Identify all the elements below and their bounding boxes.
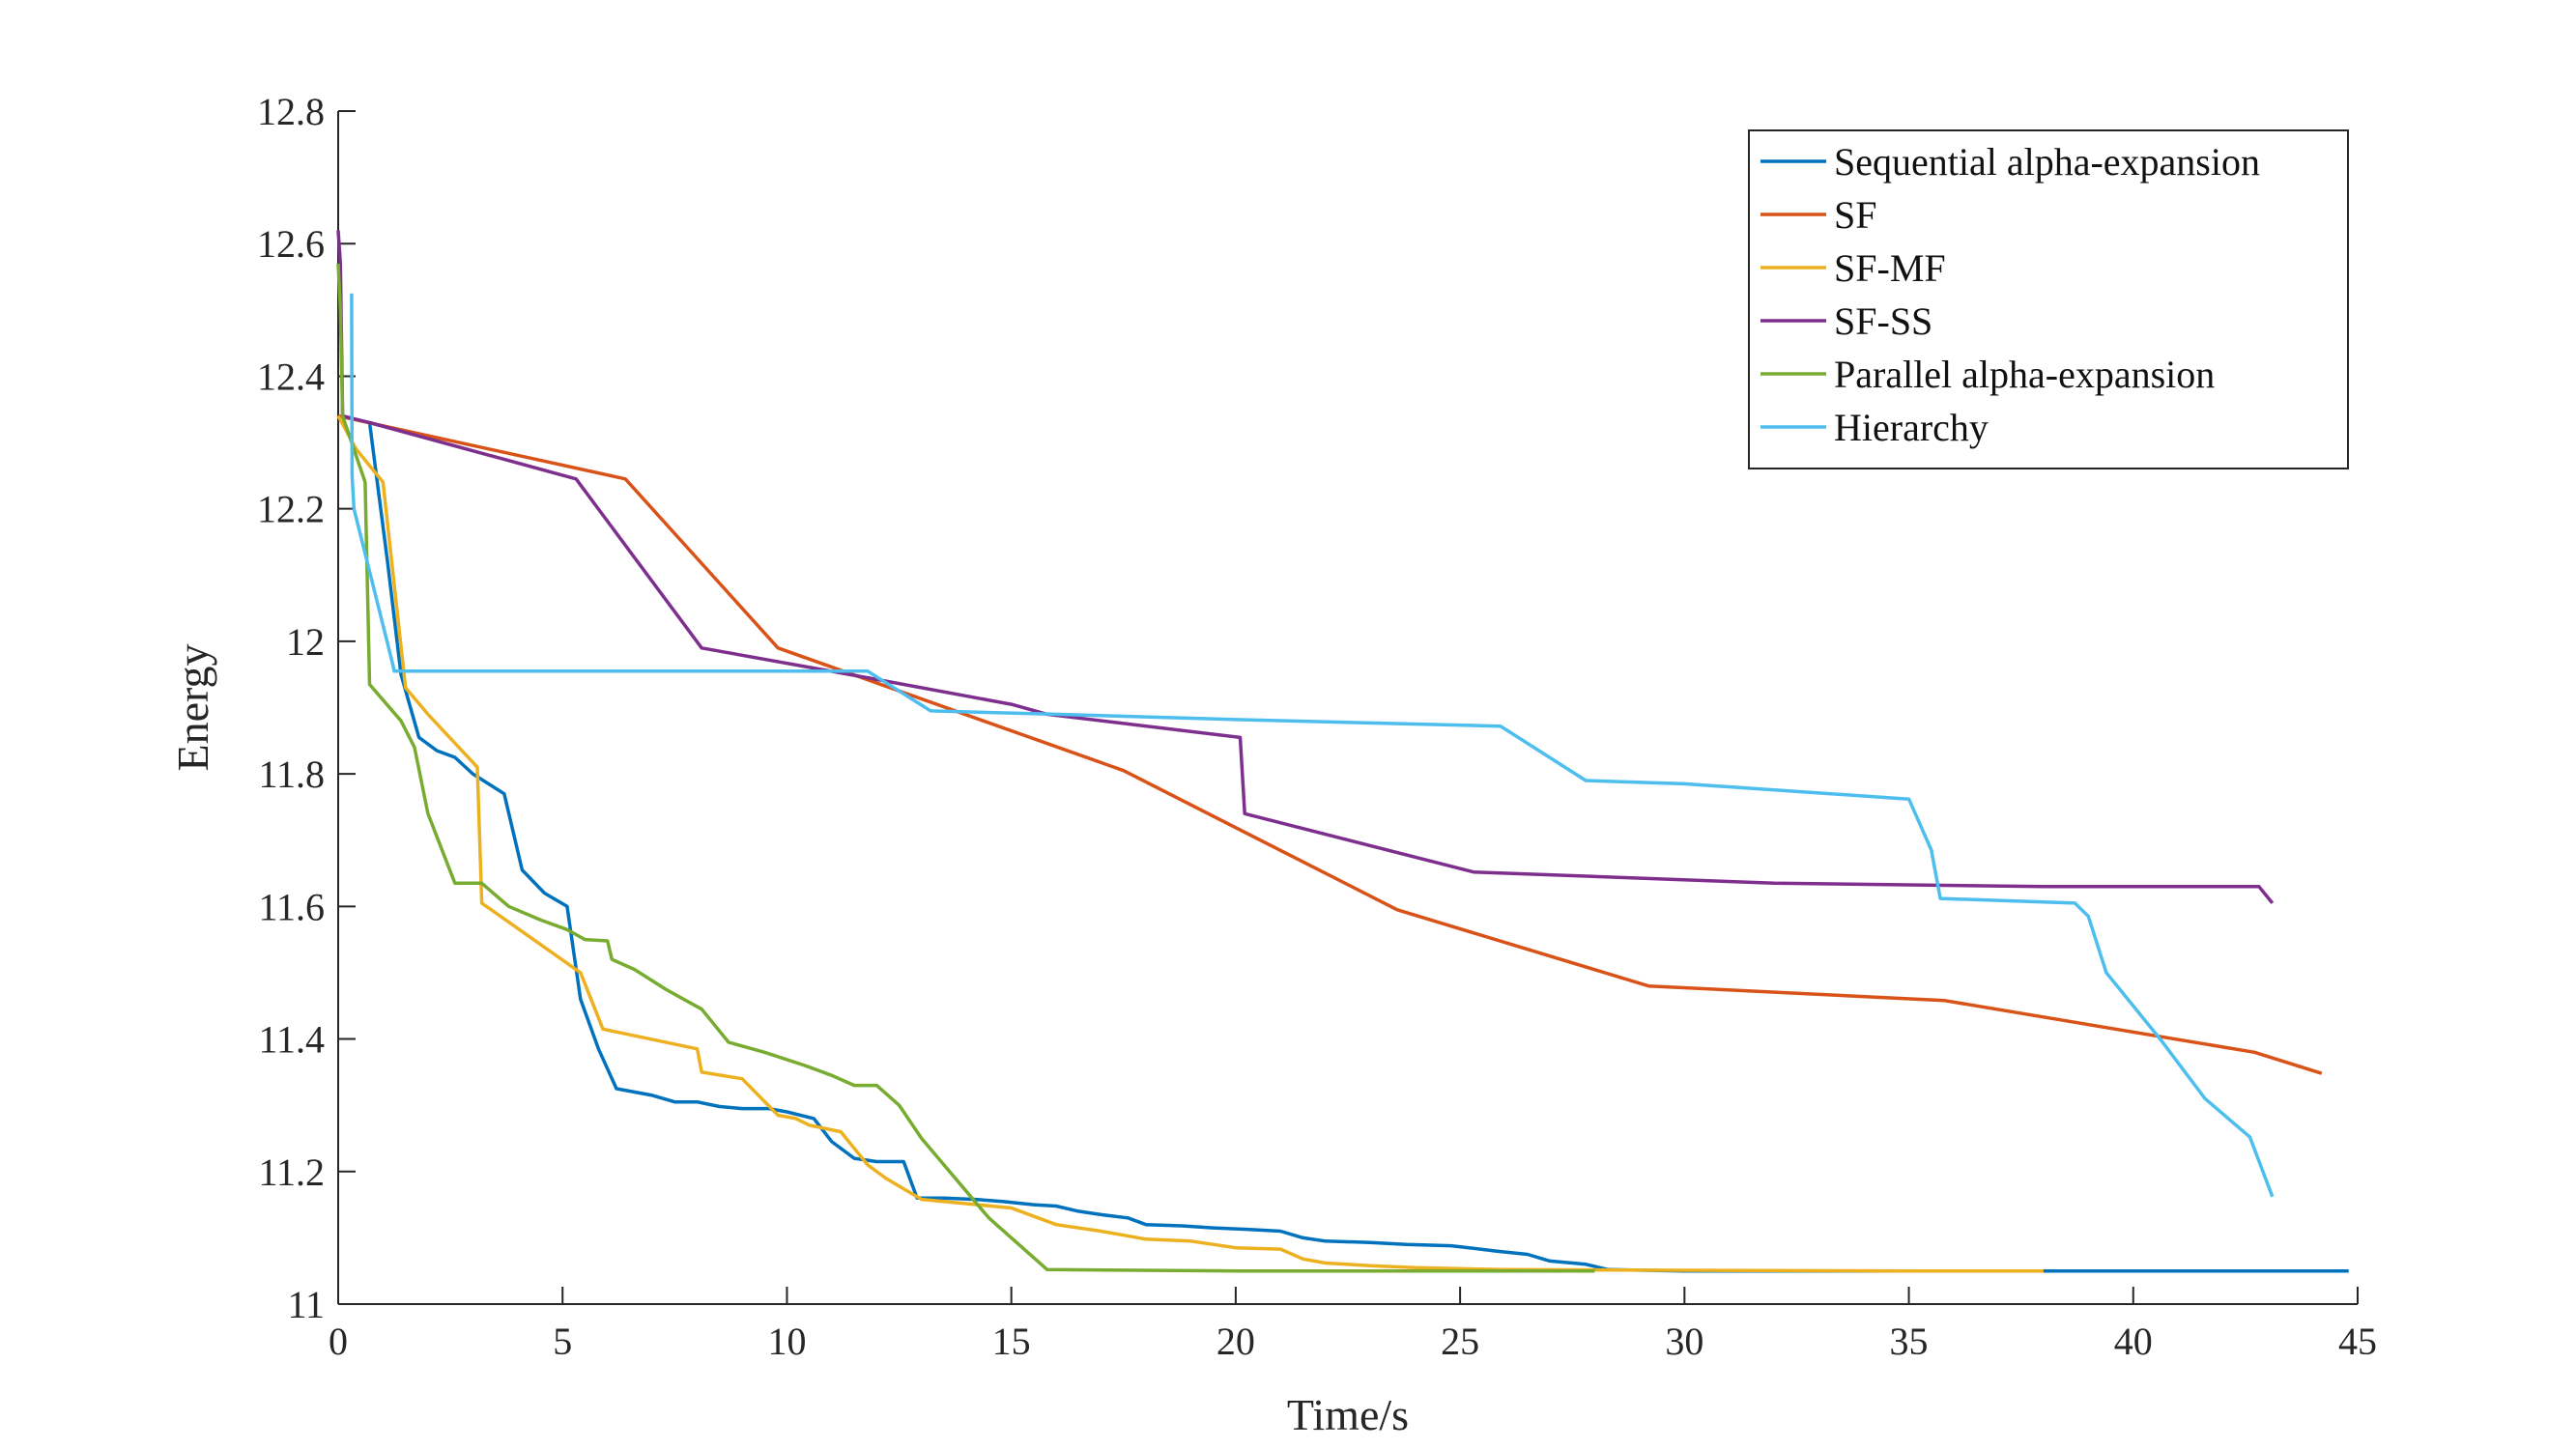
legend-entry: Hierarchy xyxy=(1834,406,1989,449)
y-tick-label: 12.4 xyxy=(257,355,325,398)
legend-entry: SF-SS xyxy=(1834,299,1932,343)
y-tick-label: 12.8 xyxy=(257,90,325,133)
x-tick-label: 5 xyxy=(553,1320,572,1363)
series-line-sf xyxy=(337,413,2323,1075)
y-tick-label: 11.6 xyxy=(258,885,325,928)
legend-entry: SF-MF xyxy=(1834,246,1946,290)
x-tick-label: 35 xyxy=(1890,1320,1929,1363)
series-layer xyxy=(336,230,2349,1273)
series-line-hierarchy xyxy=(350,293,2275,1198)
y-tick-label: 12.2 xyxy=(257,488,325,531)
legend-entry: Sequential alpha-expansion xyxy=(1834,140,2260,184)
y-tick-label: 11.4 xyxy=(258,1018,325,1062)
legend-entry: SF xyxy=(1834,193,1877,237)
y-tick-label: 12.6 xyxy=(257,222,325,266)
x-tick-label: 10 xyxy=(767,1320,806,1363)
x-tick-label: 20 xyxy=(1216,1320,1255,1363)
axes: 0 5 10 15 20 25 30 35 40 45 11 11.2 11.4 11.6 11.8 12 12… xyxy=(168,90,2377,1439)
y-tick-label: 11.2 xyxy=(258,1151,325,1194)
x-tick-label: 15 xyxy=(992,1320,1031,1363)
series-line-parallel-alpha-expansion xyxy=(336,263,1595,1273)
legend-box xyxy=(1748,129,2349,469)
series-line-sf-ss xyxy=(336,230,2275,905)
series-line-sequential-alpha-expansion xyxy=(337,413,2349,1273)
x-axis-label: Time/s xyxy=(1287,1390,1409,1439)
y-axis-label: Energy xyxy=(168,643,217,771)
legend: Sequential alpha-expansion SF SF-MF SF-SS Pa… xyxy=(1748,129,2349,469)
x-tick-label: 30 xyxy=(1665,1320,1703,1363)
y-tick-label: 11.8 xyxy=(258,753,325,796)
x-tick-label: 45 xyxy=(2338,1320,2377,1363)
x-tick-label: 0 xyxy=(329,1320,348,1363)
legend-entry: Parallel alpha-expansion xyxy=(1834,353,2215,396)
x-tick-label: 40 xyxy=(2114,1320,2153,1363)
y-tick-label: 11 xyxy=(287,1283,325,1326)
y-tick-label: 12 xyxy=(286,620,325,664)
series-line-sf-mf xyxy=(336,414,2044,1273)
x-tick-label: 25 xyxy=(1441,1320,1479,1363)
